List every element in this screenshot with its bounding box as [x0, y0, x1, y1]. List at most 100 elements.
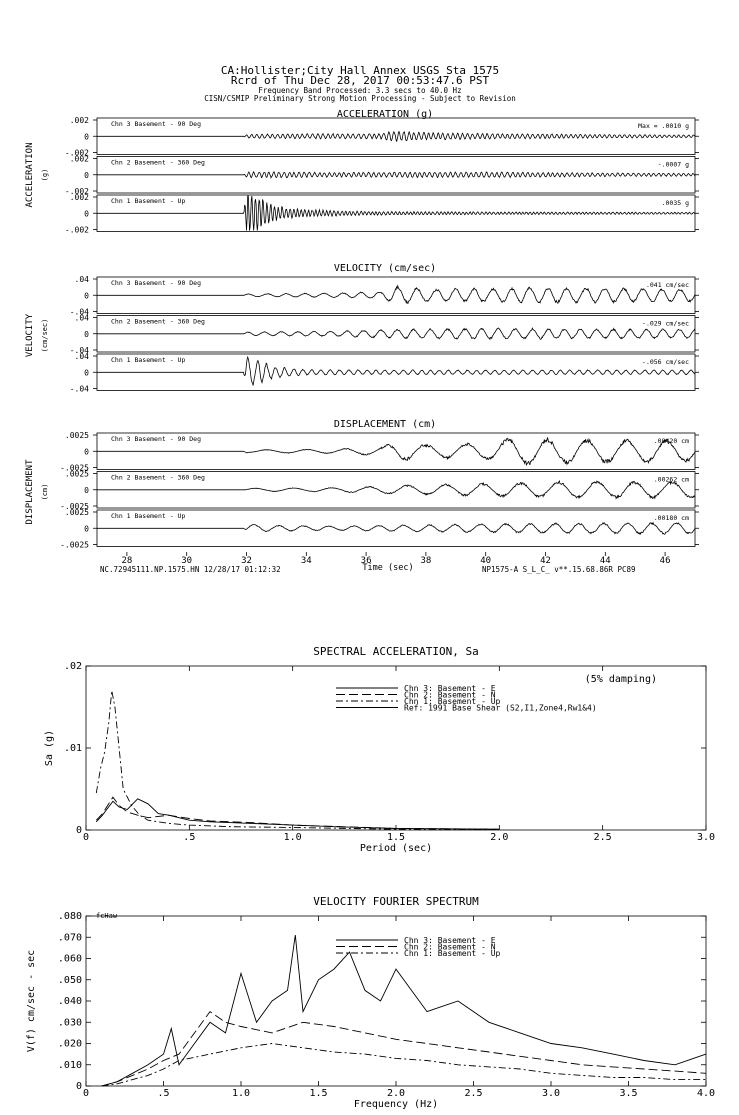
panel-title: DISPLACEMENT (cm) [334, 419, 436, 430]
channel-waveform [97, 436, 696, 466]
station-title: CA:Hollister;City Hall Annex USGS Sta 15… [221, 64, 499, 77]
channel-name: Chn 3 Basement - 90 Deg [111, 435, 201, 443]
group-axis-label: VELOCITY [25, 313, 35, 357]
series-line [95, 796, 500, 830]
channel-peak-label: .00180 cm [654, 514, 689, 522]
series-line [101, 935, 707, 1087]
x-tick-label: 38 [420, 556, 431, 566]
x-tick-label: .5 [183, 832, 195, 843]
chart-title: VELOCITY FOURIER SPECTRUM [313, 895, 479, 908]
channel-peak-label: Max = .0010 g [638, 122, 689, 130]
spectral-acceleration-chart: SPECTRAL ACCELERATION, Sa 0 .5 1.0 1.5 2.0 2.5… [44, 645, 715, 854]
y-tick-label: 0 [84, 486, 89, 495]
x-tick-label: 2.5 [594, 832, 612, 843]
footer-processing-code: NP1575-A S_L_C_ v**.15.68.86R PC89 [482, 565, 636, 574]
y-tick-label: .080 [58, 911, 82, 922]
corner-tag: fcHaw [96, 912, 118, 920]
panel-title: VELOCITY (cm/sec) [334, 263, 436, 274]
legend-label: Chn 1: Basement - Up [404, 697, 501, 706]
x-tick-label: 28 [121, 556, 132, 566]
y-tick-label: -.0025 [60, 502, 89, 511]
y-tick-label: -.002 [65, 149, 89, 158]
channel-name: Chn 3 Basement - 90 Deg [111, 279, 201, 287]
y-tick-label: 0 [84, 447, 89, 456]
channel-peak-label: -.0007 g [658, 161, 689, 169]
x-tick-label: 1.0 [232, 1088, 250, 1099]
x-tick-label: 4.0 [697, 1088, 715, 1099]
x-axis-title: Period (sec) [360, 843, 432, 854]
y-tick-label: 0 [84, 171, 89, 180]
legend-label: Chn 2: Basement - N [404, 691, 496, 700]
channel-peak-label: .041 cm/sec [646, 281, 689, 289]
channel-name: Chn 2 Basement - 360 Deg [111, 318, 205, 326]
channel-name: Chn 3 Basement - 90 Deg [111, 120, 201, 128]
y-tick-label: 0 [84, 368, 89, 377]
y-tick-label: .0025 [65, 431, 89, 440]
y-tick-label: .01 [64, 743, 82, 754]
channel-waveform [97, 284, 696, 305]
channel-row: .002 0 -.002 Chn 2 Basement - 360 Deg -.0007… [65, 155, 699, 196]
x-tick-label: 3.0 [697, 832, 715, 843]
x-tick-label: 44 [600, 556, 611, 566]
y-tick-label: .04 [75, 314, 90, 323]
y-tick-label: 0 [76, 1081, 82, 1092]
x-tick-label: 36 [361, 556, 372, 566]
series-line [95, 690, 500, 831]
unit-axis-label: (g) [41, 169, 49, 182]
channel-waveform [97, 327, 696, 341]
series-line [101, 1043, 706, 1087]
x-tick-label: 32 [241, 556, 252, 566]
series-line [95, 798, 500, 830]
time-axis-title: Time (sec) [362, 563, 413, 573]
y-tick-label: .020 [58, 1039, 82, 1050]
y-tick-label: .030 [58, 1017, 82, 1028]
x-tick-label: 2.0 [490, 832, 508, 843]
y-tick-label: .060 [58, 954, 82, 965]
panel-title: ACCELERATION (g) [337, 109, 433, 120]
channel-name: Chn 2 Basement - 360 Deg [111, 474, 205, 482]
y-tick-label: 0 [84, 291, 89, 300]
x-tick-label: 40 [480, 556, 491, 566]
y-tick-label: .010 [58, 1060, 82, 1071]
y-tick-label: .02 [64, 661, 82, 672]
y-tick-label: .070 [58, 932, 82, 943]
time-history-panels: ACCELERATION (g) ACCELERATION (g) .002 0 -.00… [25, 109, 699, 573]
unit-axis-label: (cm) [41, 484, 49, 501]
x-tick-label: 2.5 [464, 1088, 482, 1099]
series-line [101, 1010, 707, 1087]
unit-axis-label: (cm/sec) [41, 319, 49, 353]
channel-peak-label: .00262 cm [654, 476, 689, 484]
legend-label: Chn 2: Basement - N [404, 943, 496, 952]
group-axis-label: DISPLACEMENT [25, 459, 35, 525]
frequency-band: Frequency Band Processed: 3.3 secs to 40… [258, 86, 461, 95]
x-tick-label: 1.0 [284, 832, 302, 843]
x-tick-label: 3.5 [619, 1088, 637, 1099]
y-axis-title: Sa (g) [44, 730, 55, 766]
y-tick-label: 0 [76, 825, 82, 836]
x-tick-label: .5 [157, 1088, 169, 1099]
legend-label: Chn 3: Basement - E [404, 936, 496, 945]
channel-name: Chn 1 Basement - Up [111, 512, 185, 520]
channel-waveform [97, 170, 696, 179]
group-axis-label: ACCELERATION [25, 142, 35, 207]
channel-row: .0025 0 -.0025 Chn 2 Basement - 360 Deg .002… [60, 470, 699, 511]
y-tick-label: -.0025 [60, 464, 89, 473]
channel-row: .04 0 -.04 Chn 2 Basement - 360 Deg -.029 cm… [70, 314, 699, 355]
x-tick-label: 0 [83, 1088, 89, 1099]
damping-note: (5% damping) [585, 674, 657, 685]
footer-record-id: NC.72945111.NP.1575.HN 12/28/17 01:12:32 [100, 565, 281, 574]
y-tick-label: -.0025 [60, 541, 89, 550]
channel-waveform [97, 195, 696, 231]
y-tick-label: .0025 [65, 508, 89, 517]
channel-waveform [97, 130, 696, 142]
y-axis-title: V(f) cm/sec - sec [26, 950, 37, 1052]
x-tick-label: 2.0 [387, 1088, 405, 1099]
channel-name: Chn 2 Basement - 360 Deg [111, 159, 205, 167]
channel-peak-label: .00420 cm [654, 437, 689, 445]
x-tick-label: 42 [540, 556, 551, 566]
channel-waveform [97, 479, 696, 500]
x-tick-label: 3.0 [542, 1088, 560, 1099]
report-header: CA:Hollister;City Hall Annex USGS Sta 15… [204, 64, 516, 103]
time-axis: 28 30 32 34 36 38 40 42 44 46 Time (sec) [121, 552, 671, 573]
